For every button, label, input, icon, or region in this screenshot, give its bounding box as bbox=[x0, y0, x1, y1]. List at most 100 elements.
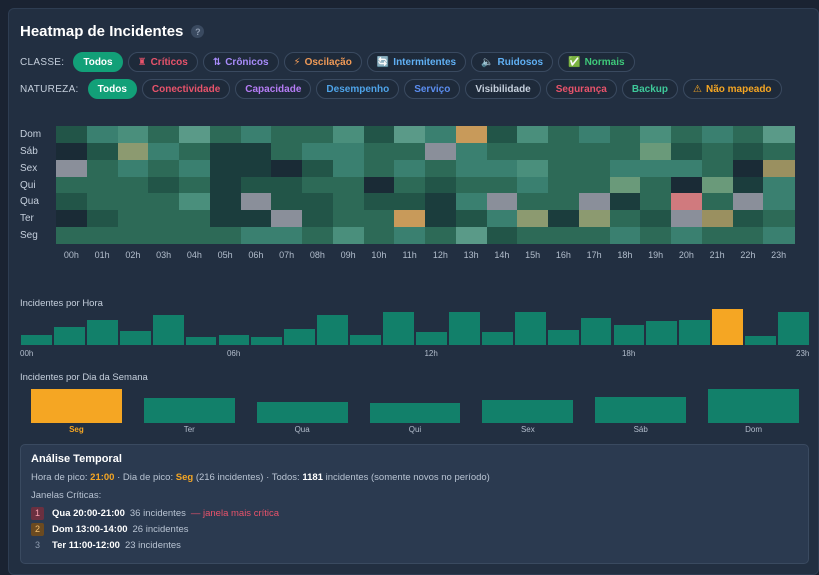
hourly-bar[interactable] bbox=[383, 311, 414, 345]
heatmap-cell[interactable] bbox=[609, 126, 641, 144]
natureza-chip-2[interactable]: Capacidade bbox=[235, 79, 312, 99]
daily-bar[interactable] bbox=[708, 389, 799, 423]
hourly-bar[interactable] bbox=[646, 321, 678, 345]
heatmap-cell[interactable] bbox=[609, 210, 641, 228]
hourly-bar[interactable] bbox=[712, 309, 744, 345]
heatmap-cell[interactable] bbox=[271, 159, 303, 178]
heatmap-cell[interactable] bbox=[302, 210, 334, 228]
heatmap-cell[interactable] bbox=[209, 176, 241, 194]
heatmap-cell[interactable] bbox=[732, 159, 764, 178]
heatmap-cell[interactable] bbox=[271, 227, 303, 245]
heatmap-cell[interactable] bbox=[732, 210, 764, 228]
heatmap-cell[interactable] bbox=[671, 126, 703, 144]
heatmap-cell[interactable] bbox=[455, 210, 487, 228]
heatmap-cell[interactable] bbox=[732, 142, 764, 161]
heatmap-cell[interactable] bbox=[332, 159, 364, 178]
heatmap-cell[interactable] bbox=[548, 176, 580, 194]
heatmap-cell[interactable] bbox=[640, 159, 672, 178]
heatmap-cell[interactable] bbox=[548, 210, 580, 228]
heatmap-cell[interactable] bbox=[209, 126, 241, 144]
natureza-chip-3[interactable]: Desempenho bbox=[316, 79, 400, 99]
heatmap-cell[interactable] bbox=[732, 176, 764, 194]
hourly-bar[interactable] bbox=[514, 312, 546, 345]
heatmap-cell[interactable] bbox=[640, 210, 672, 228]
heatmap-cell[interactable] bbox=[86, 176, 118, 194]
heatmap-cell[interactable] bbox=[56, 176, 88, 194]
heatmap-cell[interactable] bbox=[148, 210, 180, 228]
classe-chip-2[interactable]: ⇅ Crônicos bbox=[202, 52, 279, 72]
heatmap-cell[interactable] bbox=[209, 210, 241, 228]
heatmap-cell[interactable] bbox=[332, 176, 364, 194]
hourly-bar[interactable] bbox=[251, 336, 283, 345]
heatmap-cell[interactable] bbox=[240, 227, 272, 245]
help-icon[interactable]: ? bbox=[191, 25, 205, 38]
heatmap-cell[interactable] bbox=[578, 159, 610, 178]
heatmap-cell[interactable] bbox=[117, 126, 149, 144]
heatmap-cell[interactable] bbox=[763, 159, 795, 178]
heatmap-cell[interactable] bbox=[332, 142, 364, 161]
heatmap-cell[interactable] bbox=[517, 193, 549, 211]
heatmap-cell[interactable] bbox=[640, 227, 672, 245]
heatmap-cell[interactable] bbox=[394, 126, 426, 144]
heatmap-cell[interactable] bbox=[179, 159, 211, 178]
heatmap-cell[interactable] bbox=[56, 227, 88, 245]
heatmap-cell[interactable] bbox=[332, 126, 364, 144]
heatmap-cell[interactable] bbox=[425, 193, 457, 211]
hourly-bar[interactable] bbox=[317, 315, 349, 345]
heatmap-cell[interactable] bbox=[640, 193, 672, 211]
heatmap-cell[interactable] bbox=[117, 210, 149, 228]
heatmap-cell[interactable] bbox=[517, 227, 549, 245]
heatmap-cell[interactable] bbox=[117, 227, 149, 245]
heatmap-cell[interactable] bbox=[363, 193, 395, 211]
daily-bar[interactable] bbox=[143, 398, 235, 423]
heatmap-cell[interactable] bbox=[86, 227, 118, 245]
heatmap-cell[interactable] bbox=[548, 159, 580, 178]
heatmap-cell[interactable] bbox=[609, 227, 641, 245]
heatmap-cell[interactable] bbox=[486, 227, 518, 245]
heatmap-cell[interactable] bbox=[763, 126, 795, 144]
classe-chip-4[interactable]: 🔄 Intermitentes bbox=[366, 52, 467, 72]
heatmap-cell[interactable] bbox=[179, 193, 211, 211]
heatmap-cell[interactable] bbox=[701, 227, 733, 245]
heatmap-cell[interactable] bbox=[148, 126, 180, 144]
hourly-bar[interactable] bbox=[284, 328, 316, 345]
heatmap-cell[interactable] bbox=[117, 159, 149, 178]
heatmap-cell[interactable] bbox=[394, 193, 426, 211]
heatmap-cell[interactable] bbox=[671, 193, 703, 211]
heatmap-cell[interactable] bbox=[394, 142, 426, 161]
hourly-bar[interactable] bbox=[481, 331, 513, 345]
heatmap-cell[interactable] bbox=[363, 142, 395, 161]
heatmap-cell[interactable] bbox=[179, 176, 211, 194]
heatmap-cell[interactable] bbox=[148, 142, 180, 161]
heatmap-cell[interactable] bbox=[209, 142, 241, 161]
heatmap-cell[interactable] bbox=[56, 159, 88, 178]
heatmap-cell[interactable] bbox=[240, 210, 272, 228]
heatmap-cell[interactable] bbox=[271, 176, 303, 194]
heatmap-cell[interactable] bbox=[394, 176, 426, 194]
heatmap-cell[interactable] bbox=[394, 227, 426, 245]
heatmap-cell[interactable] bbox=[548, 227, 580, 245]
heatmap-cell[interactable] bbox=[640, 142, 672, 161]
heatmap-cell[interactable] bbox=[548, 142, 580, 161]
heatmap-cell[interactable] bbox=[425, 227, 457, 245]
heatmap-cell[interactable] bbox=[271, 142, 303, 161]
heatmap-cell[interactable] bbox=[578, 210, 610, 228]
heatmap-cell[interactable] bbox=[332, 210, 364, 228]
heatmap-cell[interactable] bbox=[86, 210, 118, 228]
daily-bar[interactable] bbox=[482, 399, 574, 423]
heatmap-cell[interactable] bbox=[179, 210, 211, 228]
heatmap-cell[interactable] bbox=[671, 227, 703, 245]
heatmap-cell[interactable] bbox=[179, 142, 211, 161]
heatmap-cell[interactable] bbox=[701, 193, 733, 211]
classe-chip-3[interactable]: ⚡ Oscilação bbox=[283, 52, 362, 72]
heatmap-cell[interactable] bbox=[701, 142, 733, 161]
natureza-chip-4[interactable]: Serviço bbox=[404, 79, 461, 99]
heatmap-cell[interactable] bbox=[209, 159, 241, 178]
heatmap-cell[interactable] bbox=[332, 193, 364, 211]
heatmap-cell[interactable] bbox=[517, 176, 549, 194]
heatmap-cell[interactable] bbox=[117, 142, 149, 161]
heatmap-cell[interactable] bbox=[425, 126, 457, 144]
heatmap-cell[interactable] bbox=[332, 227, 364, 245]
heatmap-cell[interactable] bbox=[302, 159, 334, 178]
heatmap-cell[interactable] bbox=[486, 126, 518, 144]
